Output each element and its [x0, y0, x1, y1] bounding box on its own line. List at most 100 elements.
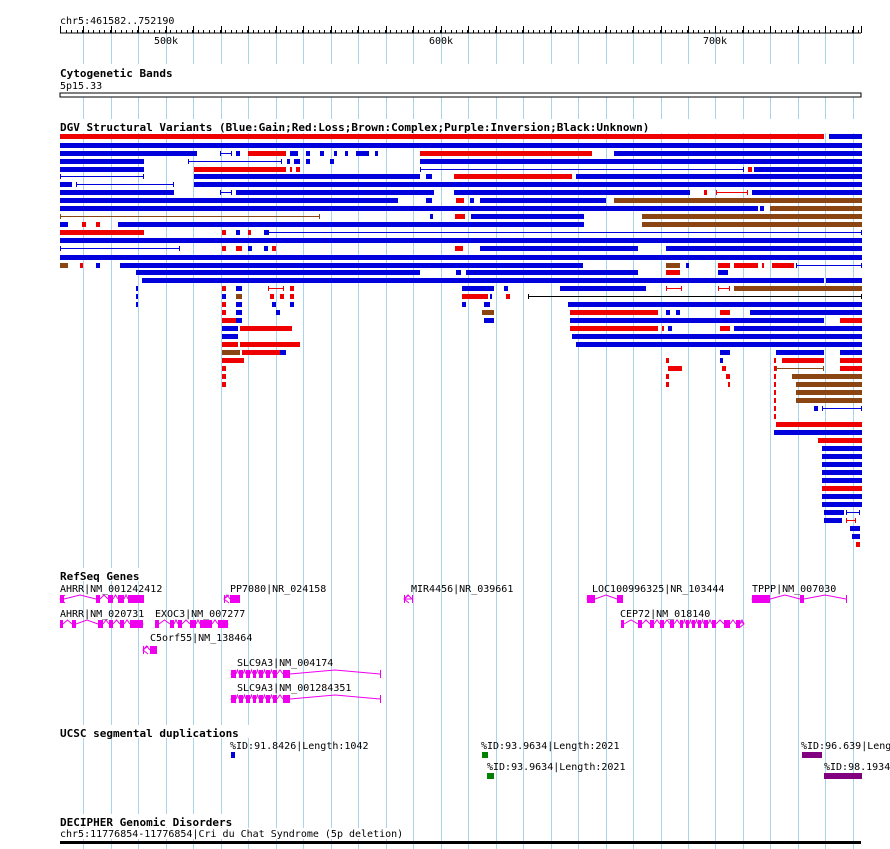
dgv-variant[interactable] [462, 294, 488, 299]
segdup-item[interactable]: %ID:91.8426|Length:1042 [230, 741, 368, 758]
dgv-variant[interactable] [822, 486, 862, 491]
dgv-variant[interactable] [726, 374, 730, 379]
decipher-feature[interactable] [60, 841, 861, 844]
dgv-variant[interactable] [290, 302, 294, 307]
gene-slc9a3-nm-004174[interactable]: SLC9A3|NM_004174 [230, 658, 381, 679]
dgv-variant[interactable] [666, 358, 669, 363]
dgv-variant[interactable] [774, 358, 776, 363]
gene-cep72-nm-018140[interactable]: CEP72|NM_018140 [620, 609, 745, 629]
dgv-variant[interactable] [818, 438, 862, 443]
dgv-variant[interactable] [668, 366, 682, 371]
dgv-variant[interactable] [290, 167, 292, 172]
dgv-variant[interactable] [287, 159, 290, 164]
dgv-variant[interactable] [306, 159, 310, 164]
dgv-variant[interactable] [248, 151, 286, 156]
gene-exoc3-nm-007277[interactable]: EXOC3|NM_007277 [155, 609, 245, 629]
dgv-variant[interactable] [822, 478, 862, 483]
dgv-variant[interactable] [471, 214, 584, 219]
dgv-variant[interactable] [456, 198, 464, 203]
dgv-variant[interactable] [576, 342, 862, 347]
dgv-variant[interactable] [236, 318, 242, 323]
dgv-variant[interactable] [482, 310, 494, 315]
dgv-variant[interactable] [484, 302, 490, 307]
dgv-variant[interactable] [728, 382, 730, 387]
dgv-variant[interactable] [840, 358, 862, 363]
gene-ahrr-nm-020731[interactable]: AHRR|NM_020731 [60, 609, 144, 629]
dgv-variant[interactable] [856, 542, 860, 547]
dgv-variant[interactable] [236, 151, 240, 156]
dgv-variant[interactable] [560, 286, 646, 291]
dgv-variant[interactable] [480, 246, 638, 251]
dgv-variant[interactable] [60, 143, 862, 148]
dgv-variant[interactable] [824, 510, 844, 515]
dgv-variant[interactable] [194, 174, 420, 179]
dgv-variant[interactable] [222, 382, 226, 387]
dgv-variant[interactable] [60, 206, 758, 211]
dgv-variant[interactable] [222, 366, 226, 371]
dgv-variant[interactable] [236, 310, 242, 315]
dgv-variant[interactable] [826, 278, 862, 283]
dgv-variant[interactable] [60, 134, 824, 139]
dgv-variant[interactable] [276, 310, 280, 315]
dgv-variant[interactable] [320, 151, 324, 156]
dgv-variant[interactable] [60, 190, 174, 195]
dgv-variant[interactable] [222, 350, 240, 355]
dgv-variant[interactable] [642, 222, 862, 227]
dgv-variant[interactable] [454, 190, 690, 195]
dgv-variant[interactable] [222, 310, 226, 315]
dgv-variant[interactable] [754, 167, 862, 172]
dgv-variant[interactable] [760, 206, 764, 211]
dgv-variant[interactable] [829, 134, 862, 139]
dgv-variant[interactable] [430, 214, 433, 219]
dgv-variant[interactable] [570, 318, 824, 323]
dgv-variant[interactable] [720, 326, 730, 331]
dgv-variant[interactable] [840, 318, 862, 323]
dgv-variant[interactable] [796, 390, 862, 395]
dgv-variant[interactable] [462, 302, 466, 307]
dgv-variant[interactable] [774, 398, 776, 403]
gene-slc9a3-nm-001284351[interactable]: SLC9A3|NM_001284351 [230, 683, 381, 704]
dgv-variant[interactable] [852, 534, 860, 539]
dgv-variant[interactable] [822, 502, 862, 507]
dgv-variant[interactable] [822, 462, 862, 467]
segdup-item[interactable]: %ID:96.639|Leng [801, 741, 890, 758]
gene-ahrr-nm-001242412[interactable]: AHRR|NM_001242412 [59, 584, 162, 604]
dgv-variant[interactable] [194, 182, 862, 187]
gene-tppp-nm-007030[interactable]: TPPP|NM_007030 [751, 584, 847, 604]
dgv-variant[interactable] [60, 159, 144, 164]
dgv-variant[interactable] [60, 151, 197, 156]
dgv-variant[interactable] [455, 246, 463, 251]
dgv-variant[interactable] [236, 302, 242, 307]
gene-loc100996325-nr-103444[interactable]: LOC100996325|NR_103444 [586, 584, 724, 604]
dgv-variant[interactable] [762, 263, 764, 268]
dgv-variant[interactable] [290, 151, 298, 156]
dgv-variant[interactable] [290, 294, 294, 299]
dgv-variant[interactable] [264, 230, 268, 235]
dgv-variant[interactable] [60, 263, 68, 268]
dgv-variant[interactable] [454, 174, 572, 179]
dgv-variant[interactable] [642, 214, 862, 219]
dgv-variant[interactable] [572, 334, 862, 339]
dgv-variant[interactable] [822, 470, 862, 475]
dgv-variant[interactable] [774, 390, 776, 395]
cytoband-5p15-33[interactable] [59, 92, 862, 98]
dgv-variant[interactable] [420, 159, 862, 164]
dgv-variant[interactable] [504, 286, 508, 291]
dgv-variant[interactable] [796, 398, 862, 403]
dgv-variant[interactable] [814, 406, 818, 411]
gene-c5orf55-nm-138464[interactable]: C5orf55|NM_138464 [142, 633, 252, 655]
dgv-variant[interactable] [296, 167, 300, 172]
dgv-variant[interactable] [222, 246, 226, 251]
dgv-variant[interactable] [60, 222, 68, 227]
dgv-variant[interactable] [720, 358, 723, 363]
dgv-variant[interactable] [236, 286, 242, 291]
dgv-variant[interactable] [774, 414, 776, 419]
dgv-variant[interactable] [136, 302, 138, 307]
dgv-variant[interactable] [484, 318, 494, 323]
dgv-variant[interactable] [734, 286, 862, 291]
dgv-variant[interactable] [748, 167, 752, 172]
dgv-variant[interactable] [480, 198, 606, 203]
dgv-variant[interactable] [222, 286, 226, 291]
dgv-variant[interactable] [222, 294, 226, 299]
dgv-variant[interactable] [752, 190, 862, 195]
